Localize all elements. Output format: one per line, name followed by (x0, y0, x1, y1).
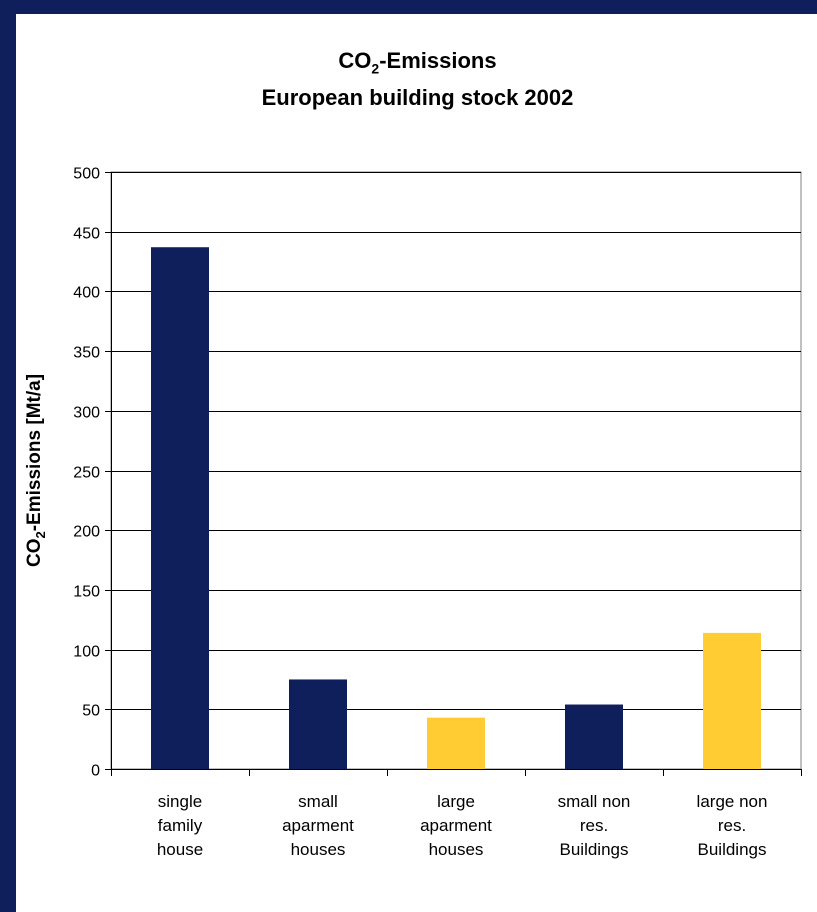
tick-labels: 0 50 100 150 200 250 300 350 400 450 500 single fami… (73, 166, 767, 860)
plot-area-border (110, 171, 802, 770)
x-category-label-5-line-1: large non (697, 792, 768, 811)
axes (105, 172, 802, 776)
y-tick-label-400: 400 (73, 285, 100, 302)
chart-title-line1: CO2-Emissions (16, 42, 817, 79)
x-category-label-4-line-3: Buildings (560, 840, 629, 859)
x-category-label-5-line-2: res. (718, 816, 746, 835)
chart-title-rest: -Emissions (379, 48, 497, 73)
bar-2 (289, 679, 347, 769)
x-category-label-5-line-3: Buildings (698, 840, 767, 859)
x-category-label-1-line-2: family (158, 816, 203, 835)
x-category-label-1-line-1: single (158, 792, 202, 811)
y-tick-label-300: 300 (73, 405, 100, 422)
gridlines (110, 171, 802, 770)
chart-frame: CO2-Emissions European building stock 20… (16, 14, 817, 912)
bar-3 (427, 717, 485, 769)
y-tick-label-350: 350 (73, 345, 100, 362)
chart-title-line2: European building stock 2002 (261, 85, 574, 110)
y-tick-label-50: 50 (82, 703, 100, 720)
chart-title-co: CO (338, 48, 372, 73)
y-tick-label-450: 450 (73, 226, 100, 243)
y-axis-label-subscript: 2 (33, 531, 48, 538)
x-category-label-2-line-3: houses (291, 840, 346, 859)
chart-title: CO2-Emissions European building stock 20… (16, 42, 817, 116)
x-category-label-2-line-2: aparment (282, 816, 354, 835)
x-category-label-3-line-1: large (437, 792, 475, 811)
y-tick-label-0: 0 (91, 763, 100, 780)
x-category-label-3-line-2: aparment (420, 816, 492, 835)
x-category-label-1-line-3: house (157, 840, 203, 859)
bars (151, 247, 761, 770)
y-axis-label-rest: -Emissions [Mt/a] (24, 374, 45, 531)
y-axis-label: CO2-Emissions [Mt/a] (24, 374, 48, 567)
y-tick-label-100: 100 (73, 644, 100, 661)
bar-1 (151, 247, 209, 770)
bar-chart: 0 50 100 150 200 250 300 350 400 450 500 single fami… (24, 166, 802, 860)
y-tick-label-150: 150 (73, 584, 100, 601)
bar-4 (565, 704, 623, 769)
y-axis-label-co: CO (24, 539, 45, 568)
x-category-label-4-line-2: res. (580, 816, 608, 835)
x-category-label-3-line-3: houses (429, 840, 484, 859)
chart-title-subscript: 2 (371, 60, 380, 77)
y-tick-label-500: 500 (73, 166, 100, 183)
x-category-label-2-line-1: small (298, 792, 338, 811)
x-category-label-4-line-1: small non (558, 792, 631, 811)
y-tick-label-250: 250 (73, 465, 100, 482)
y-tick-label-200: 200 (73, 524, 100, 541)
bar-5 (703, 632, 761, 769)
